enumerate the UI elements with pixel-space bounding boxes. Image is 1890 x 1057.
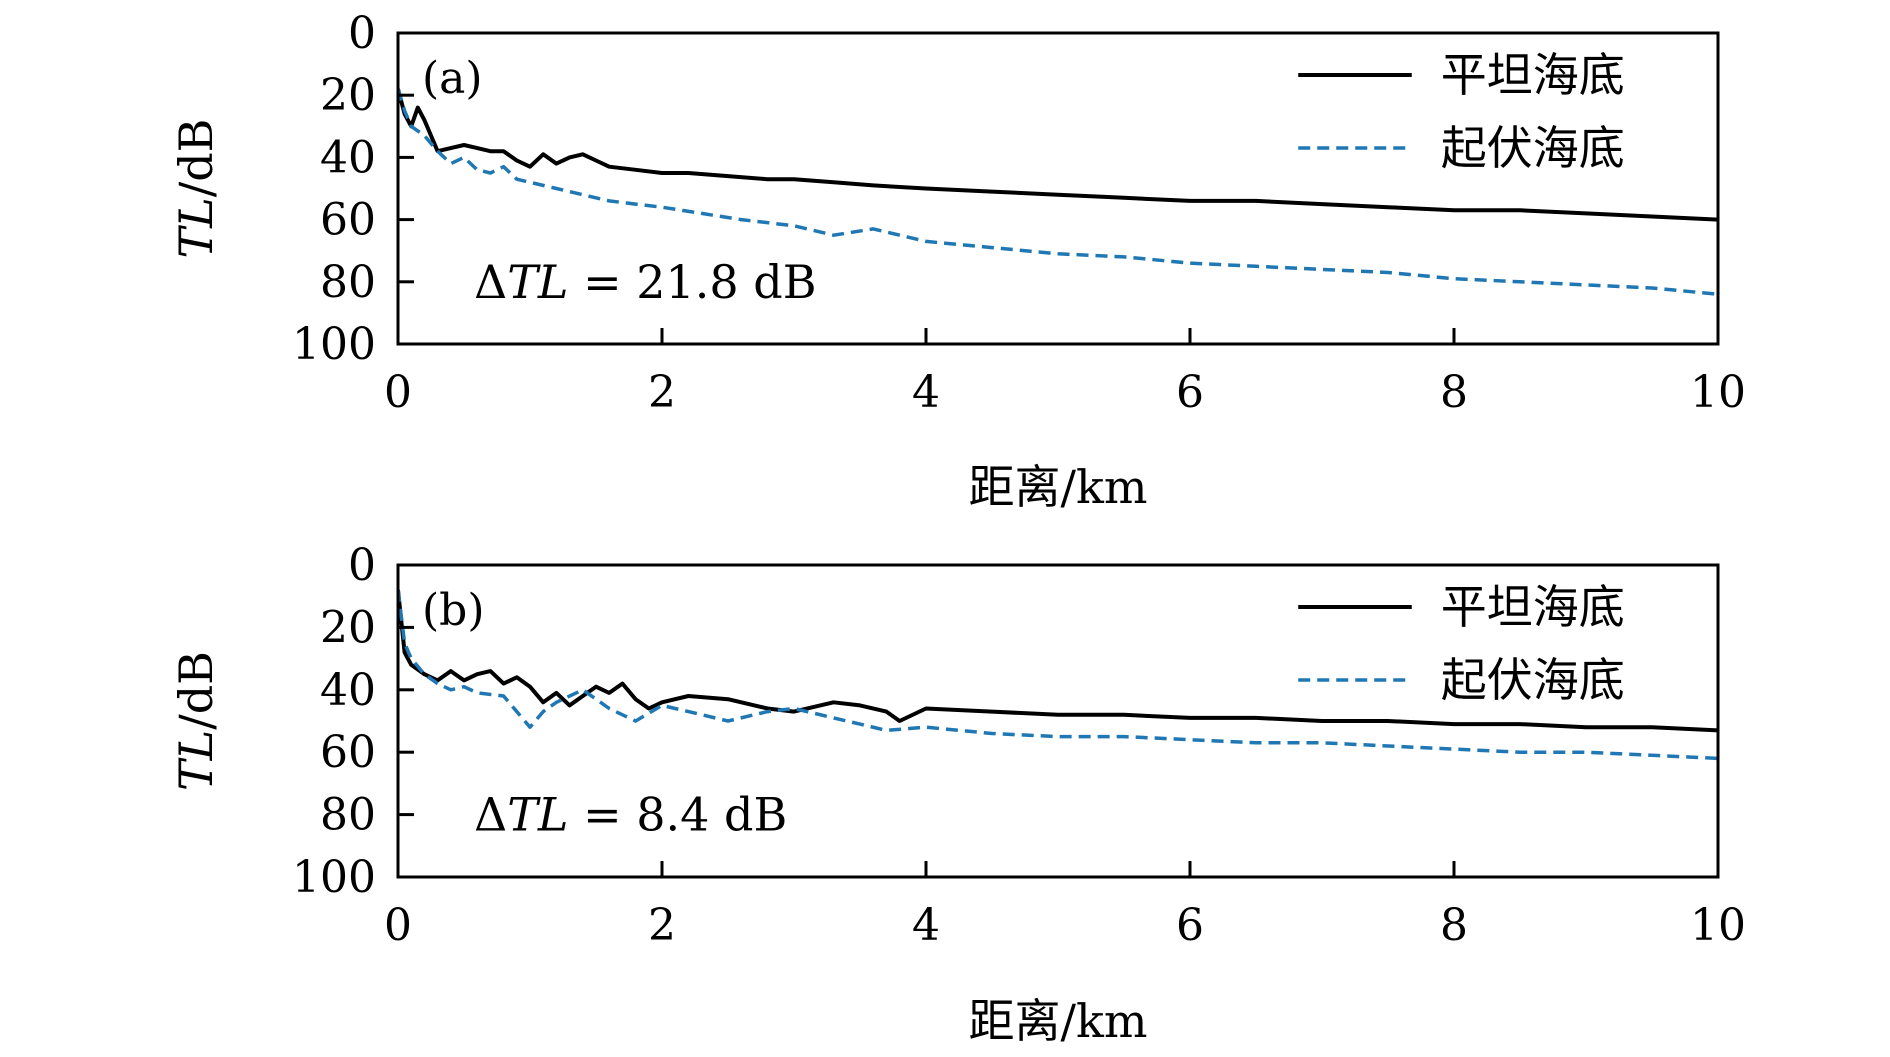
- y-axis-label: TL/dB: [169, 119, 223, 259]
- delta-tl-annotation: ΔTL = 8.4 dB: [474, 788, 787, 842]
- y-tick-label: 20: [320, 70, 376, 121]
- x-axis-label: 距离/km: [969, 994, 1148, 1048]
- x-tick-label: 2: [648, 367, 676, 418]
- y-tick-label: 40: [320, 132, 376, 183]
- y-tick-label: 20: [320, 602, 376, 653]
- y-tick-label: 100: [292, 319, 376, 370]
- legend-label-flat-seabed: 平坦海底: [1441, 48, 1625, 102]
- y-axis-label-unit: /dB: [169, 119, 223, 198]
- x-tick-label: 10: [1690, 367, 1746, 418]
- x-tick-label: 4: [912, 367, 940, 418]
- series-line-rough-seabed: [398, 88, 1718, 296]
- y-tick-label: 60: [320, 195, 376, 246]
- panel-label: (b): [422, 585, 485, 636]
- y-tick-label: 40: [320, 665, 376, 716]
- x-tick-label: 0: [384, 367, 412, 418]
- legend-label-flat-seabed: 平坦海底: [1441, 580, 1625, 634]
- x-tick-label: 6: [1176, 367, 1204, 418]
- y-tick-label: 0: [348, 540, 376, 591]
- y-tick-label: 100: [292, 852, 376, 903]
- y-axis-label: TL/dB: [169, 651, 223, 791]
- y-tick-label: 0: [348, 8, 376, 59]
- y-tick-label: 60: [320, 727, 376, 778]
- annotation-value: = 21.8 dB: [568, 255, 816, 309]
- y-tick-label: 80: [320, 790, 376, 841]
- plot-frame: [396, 563, 1720, 879]
- x-tick-label: 6: [1176, 900, 1204, 951]
- series-line-flat-seabed: [398, 589, 1718, 733]
- x-tick-label: 4: [912, 900, 940, 951]
- y-axis-label-main: TL: [169, 730, 223, 791]
- x-tick-label: 0: [384, 900, 412, 951]
- annotation-term: TL: [507, 255, 568, 309]
- panel-label: (a): [422, 53, 483, 104]
- x-tick-label: 10: [1690, 900, 1746, 951]
- legend-label-rough-seabed: 起伏海底: [1441, 121, 1625, 175]
- x-axis-label: 距离/km: [969, 460, 1148, 514]
- annotation-term: TL: [507, 788, 568, 842]
- annotation-delta: Δ: [474, 255, 507, 309]
- legend-label-rough-seabed: 起伏海底: [1441, 653, 1625, 707]
- x-tick-label: 8: [1440, 367, 1468, 418]
- plot-frame: [396, 31, 1720, 346]
- delta-tl-annotation: ΔTL = 21.8 dB: [474, 255, 817, 309]
- series-line-rough-seabed: [398, 589, 1718, 761]
- series-line-flat-seabed: [398, 88, 1718, 222]
- x-tick-label: 8: [1440, 900, 1468, 951]
- y-axis-label-unit: /dB: [169, 651, 223, 730]
- y-axis-label-main: TL: [169, 197, 223, 258]
- y-tick-label: 80: [320, 257, 376, 308]
- annotation-value: = 8.4 dB: [568, 788, 787, 842]
- annotation-delta: Δ: [474, 788, 507, 842]
- x-tick-label: 2: [648, 900, 676, 951]
